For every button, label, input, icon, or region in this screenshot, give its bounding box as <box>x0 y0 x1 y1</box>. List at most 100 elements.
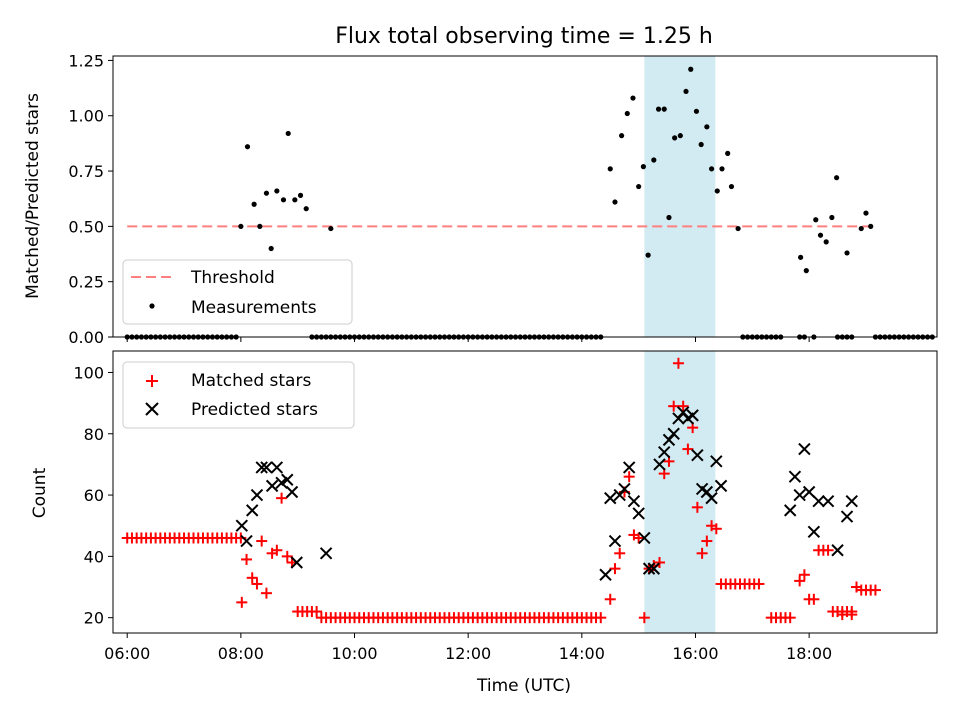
chart-title: Flux total observing time = 1.25 h <box>335 24 713 49</box>
matched-point <box>701 535 713 547</box>
matched-point <box>271 544 283 556</box>
predicted-point <box>275 476 288 490</box>
top-highlight-span <box>644 56 716 337</box>
predicted-point <box>793 488 806 502</box>
matched-point <box>798 569 810 581</box>
matched-point <box>836 609 848 621</box>
bottom-y-tick-label: 100 <box>73 363 104 382</box>
matched-point <box>850 581 862 593</box>
measurement-point <box>645 252 651 258</box>
matched-point <box>241 553 253 565</box>
measurement-point <box>630 95 636 101</box>
measurement-point <box>274 188 280 194</box>
predicted-point <box>281 473 294 486</box>
measurement-point <box>303 206 309 212</box>
matched-stars-points <box>121 357 881 624</box>
matched-point <box>869 584 881 596</box>
predicted-point <box>691 449 704 462</box>
measurement-point <box>666 214 672 221</box>
top-y-tick-label: 1.25 <box>68 51 104 70</box>
measurement-point <box>672 135 678 141</box>
predicted-point <box>260 461 273 474</box>
top-y-tick-label: 0.50 <box>68 217 104 236</box>
matched-point <box>696 547 708 559</box>
matched-point <box>638 612 650 624</box>
legend-predicted-label: Predicted stars <box>191 400 318 420</box>
x-tick-label: 12:00 <box>445 644 491 663</box>
measurement-point <box>624 110 630 117</box>
bottom-legend-box <box>122 361 355 429</box>
predicted-point <box>599 568 612 581</box>
matched-point <box>784 612 796 624</box>
predicted-point <box>831 544 844 557</box>
measurement-point <box>263 190 270 196</box>
measurement-point <box>651 157 657 163</box>
x-tick-label: 06:00 <box>104 644 150 663</box>
predicted-point <box>235 519 249 532</box>
measurement-point <box>683 88 689 95</box>
matched-point <box>276 492 288 504</box>
measurement-point <box>607 166 613 172</box>
predicted-point <box>840 510 854 523</box>
measurement-point <box>661 106 667 112</box>
matched-point <box>846 609 858 621</box>
top-y-ticks: 0.00 0.25 0.50 0.75 1.00 1.25 <box>68 51 113 347</box>
predicted-point <box>647 562 661 575</box>
predicted-point <box>270 461 284 474</box>
predicted-stars-points <box>235 406 858 581</box>
matched-point <box>672 357 684 369</box>
predicted-point <box>788 470 802 483</box>
top-y-tick-label: 1.00 <box>68 107 104 126</box>
measurement-point <box>257 223 263 229</box>
measurement-point <box>798 254 804 260</box>
top-legend: Threshold Measurements <box>122 259 353 325</box>
predicted-point <box>783 504 797 517</box>
predicted-point <box>642 562 656 575</box>
predicted-point <box>710 455 723 468</box>
predicted-point <box>667 427 680 440</box>
predicted-point <box>246 504 259 517</box>
measurement-point <box>708 166 715 172</box>
x-tick-label: 08:00 <box>218 644 264 663</box>
matched-point <box>623 471 635 483</box>
measurement-point <box>844 250 850 256</box>
measurement-point <box>803 268 809 274</box>
x-tick-label: 16:00 <box>672 644 718 663</box>
top-y-tick-label: 0.75 <box>68 162 104 181</box>
measurement-point <box>714 188 720 194</box>
measurement-point <box>868 223 874 229</box>
matched-point <box>822 544 834 556</box>
measurement-point <box>251 201 257 207</box>
predicted-point <box>807 525 821 539</box>
predicted-point <box>798 442 811 456</box>
measurement-point <box>268 245 274 252</box>
measurement-point <box>693 108 700 114</box>
predicted-point <box>714 479 728 493</box>
top-plot: 0.00 0.25 0.50 0.75 1.00 1.25 Matched/Predict… <box>23 51 938 347</box>
measurement-point <box>834 175 840 181</box>
predicted-point <box>686 409 699 422</box>
matched-point <box>668 400 680 412</box>
measurement-point <box>817 232 824 238</box>
x-axis-label: Time (UTC) <box>476 676 571 696</box>
measurement-point <box>704 124 710 130</box>
matched-point <box>604 593 616 605</box>
matched-point <box>753 578 765 590</box>
predicted-point <box>240 534 253 548</box>
matched-point <box>691 501 703 513</box>
x-tick-label: 18:00 <box>786 644 832 663</box>
predicted-point <box>658 445 671 459</box>
measurement-point <box>297 192 304 198</box>
matched-point <box>281 550 293 562</box>
x-tick-label: 10:00 <box>331 644 377 663</box>
measurement-point <box>823 239 829 245</box>
measurement-point <box>813 217 819 223</box>
x-tick-label: 14:00 <box>559 644 605 663</box>
predicted-point <box>812 494 825 508</box>
measurement-point <box>719 166 725 172</box>
predicted-point <box>618 482 631 496</box>
legend-matched-label: Matched stars <box>191 371 311 391</box>
predicted-point <box>285 485 299 499</box>
bottom-y-axis-label: Count <box>30 467 50 518</box>
